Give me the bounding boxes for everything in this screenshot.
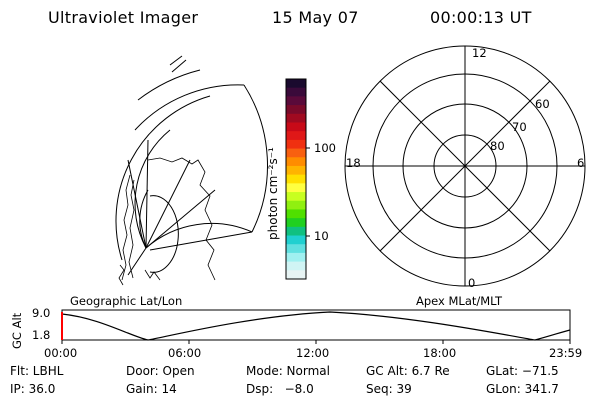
status-seq: Seq: 39 [366,382,412,396]
map-arc-2 [115,95,211,261]
colorbar-segment [286,139,306,150]
colorbar-segment [286,192,306,202]
status-gain: Gain: 14 [126,382,177,396]
mlat-label-60: 60 [535,97,550,111]
orbit-xtick-1200: 12:00 [296,346,330,360]
polar-diagonal-2 [379,80,551,252]
colorbar-tick-label-10: 10 [314,229,329,243]
colorbar-segment [286,244,306,254]
colorbar-segment [286,131,306,141]
colorbar-segment [286,183,306,193]
colorbar-segment [286,122,306,132]
colorbar-segment [286,209,306,219]
colorbar-segment [286,200,306,210]
orbit-frame [61,309,571,341]
mlt-label-0: 0 [468,276,476,290]
orbit-xtick-1800: 18:00 [423,346,457,360]
instrument-title: Ultraviolet Imager [48,8,199,27]
time-label: 00:00:13 UT [430,8,532,27]
colorbar-unit-label: photon cm⁻²s⁻¹ [266,147,280,240]
orbit-altitude-curve [61,311,571,341]
map-arc-1 [134,129,171,249]
colorbar-segment [286,87,306,97]
colorbar-segment [286,79,306,89]
geographic-map [115,55,268,286]
mlt-label-12: 12 [472,46,487,60]
status-gc-alt: GC Alt: 6.7 Re [366,364,450,378]
colorbar-segment [286,157,306,167]
status-glon: GLon: 341.7 [486,382,559,396]
colorbar-tick-label-100: 100 [314,141,336,155]
polar-plot [344,45,586,287]
status-glat: GLat: −71.5 [486,364,559,378]
polar-title: Apex MLat/MLT [416,294,503,308]
colorbar-segment [286,218,306,228]
colorbar [285,78,310,280]
colorbar-gradient [286,79,306,280]
colorbar-segment [286,105,306,115]
colorbar-segment [286,148,306,158]
status-filter: Flt: LBHL [10,364,64,378]
colorbar-segment [286,96,306,106]
status-ip: IP: 36.0 [10,382,56,396]
map-edge-line [149,231,253,251]
mlt-label-6: 6 [577,156,585,170]
colorbar-segment [286,174,306,184]
status-door: Door: Open [126,364,195,378]
colorbar-segment [286,165,306,176]
orbit-xtick-0000: 00:00 [44,346,78,360]
orbit-strip [61,309,571,344]
colorbar-segment [286,252,306,263]
geographic-title: Geographic Lat/Lon [70,294,183,308]
mlat-label-70: 70 [512,120,527,134]
colorbar-segment [286,261,306,271]
orbit-ylabel: GC Alt [10,312,24,349]
orbit-xtick-0600: 06:00 [168,346,202,360]
colorbar-segment [286,270,306,280]
colorbar-segment [286,113,306,123]
colorbar-segment [286,226,306,237]
status-mode: Mode: Normal [246,364,330,378]
orbit-ytick-1-8: 1.8 [32,328,51,342]
mlt-label-18: 18 [346,156,361,170]
colorbar-frame [285,78,307,280]
mlat-label-80: 80 [490,139,505,153]
orbit-xtick-2359: 23:59 [549,346,583,360]
status-dsp: Dsp: −8.0 [246,382,314,396]
colorbar-segment [286,235,306,245]
orbit-ytick-9: 9.0 [32,306,51,320]
date-label: 15 May 07 [272,8,359,27]
